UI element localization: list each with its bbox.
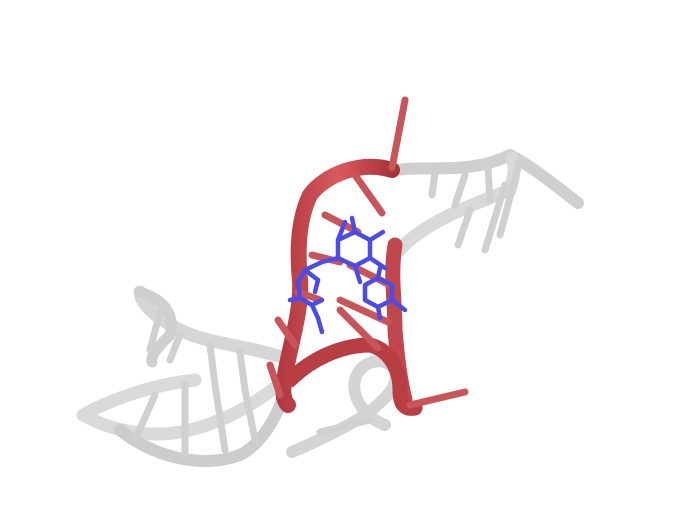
backbone-strand-left-outer [133,285,297,367]
red-ribbon-bottom-loop [282,337,423,416]
highlighted-strand [275,158,423,416]
backbone-strand-left-inner [134,286,177,368]
backbone-strand-left-lower-return [114,394,288,467]
base-rungs-grey [131,156,524,459]
backbone-strand-lower-loop [286,355,402,458]
ligand-stick-model [287,215,408,335]
